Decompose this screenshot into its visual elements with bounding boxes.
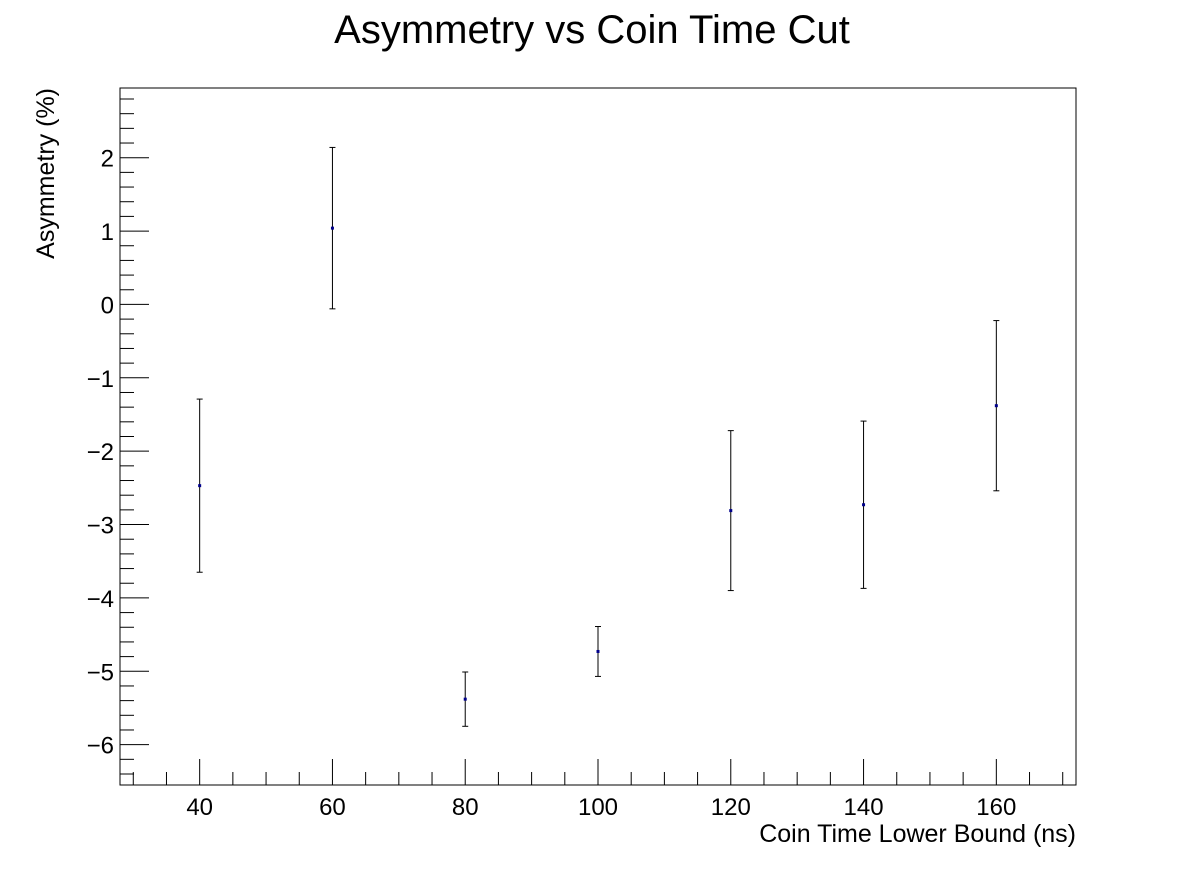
x-tick-label: 120 — [711, 794, 751, 821]
x-tick-label: 160 — [976, 794, 1016, 821]
data-point — [330, 226, 334, 230]
y-tick-label: −6 — [87, 733, 114, 760]
y-tick-label: −1 — [87, 366, 114, 393]
x-axis-label: Coin Time Lower Bound (ns) — [759, 820, 1076, 848]
y-tick-label: 0 — [101, 292, 114, 319]
data-series — [196, 146, 1000, 727]
x-tick-label: 40 — [186, 794, 213, 821]
x-tick-label: 100 — [578, 794, 618, 821]
axes: 40 60 80 100 120 140 160 −6 −5 −4 −3 −2 −1 0 1 2 — [87, 98, 1064, 821]
y-tick-label: −5 — [87, 659, 114, 686]
y-tick-label: −2 — [87, 439, 114, 466]
y-tick-label: −4 — [87, 586, 114, 613]
data-point — [862, 503, 866, 507]
x-tick-label: 80 — [452, 794, 479, 821]
plot-frame — [119, 87, 1077, 786]
y-tick-label: −3 — [87, 513, 114, 540]
data-point — [463, 697, 467, 701]
data-point — [729, 509, 733, 513]
data-point — [596, 649, 600, 653]
chart-title: Asymmetry vs Coin Time Cut — [334, 8, 850, 52]
data-point — [198, 484, 202, 488]
y-axis-label: Asymmetry (%) — [32, 88, 60, 259]
y-tick-label: 1 — [101, 219, 114, 246]
y-tick-label: 2 — [101, 146, 114, 173]
data-point — [994, 404, 998, 408]
x-tick-label: 60 — [319, 794, 346, 821]
x-tick-label: 140 — [844, 794, 884, 821]
